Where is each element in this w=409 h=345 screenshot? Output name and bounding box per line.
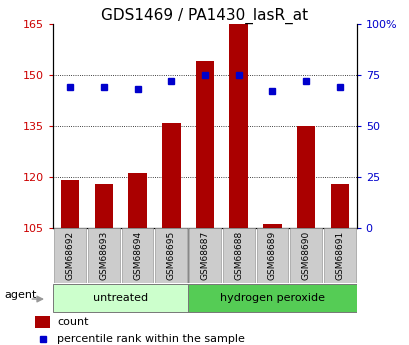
Bar [35, 316, 50, 328]
Bar [54, 228, 86, 283]
Text: GSM68689: GSM68689 [267, 230, 276, 280]
Text: GSM68690: GSM68690 [301, 230, 310, 280]
Bar [94, 184, 113, 228]
Title: GDS1469 / PA1430_lasR_at: GDS1469 / PA1430_lasR_at [101, 8, 308, 24]
Bar [296, 126, 315, 228]
Bar [256, 228, 288, 283]
Text: percentile rank within the sample: percentile rank within the sample [57, 334, 245, 344]
Text: GSM68687: GSM68687 [200, 230, 209, 280]
Bar [121, 228, 153, 283]
Bar [290, 228, 321, 283]
Bar [222, 228, 254, 283]
Text: GSM68694: GSM68694 [133, 230, 142, 279]
Bar [263, 224, 281, 228]
Text: GSM68688: GSM68688 [234, 230, 243, 280]
Text: count: count [57, 317, 89, 327]
Bar [229, 24, 247, 228]
Text: GSM68693: GSM68693 [99, 230, 108, 280]
Text: hydrogen peroxide: hydrogen peroxide [219, 294, 324, 303]
Bar [188, 284, 356, 313]
Bar [128, 174, 146, 228]
Bar [53, 284, 188, 313]
Text: GSM68692: GSM68692 [65, 230, 74, 279]
Text: GSM68695: GSM68695 [166, 230, 175, 280]
Text: untreated: untreated [93, 294, 148, 303]
Bar [162, 122, 180, 228]
Bar [88, 228, 119, 283]
Bar [330, 184, 348, 228]
Bar [189, 228, 220, 283]
Bar [195, 61, 214, 228]
Text: agent: agent [4, 290, 36, 300]
Text: GSM68691: GSM68691 [335, 230, 344, 280]
Bar [155, 228, 187, 283]
Bar [323, 228, 355, 283]
Bar [61, 180, 79, 228]
